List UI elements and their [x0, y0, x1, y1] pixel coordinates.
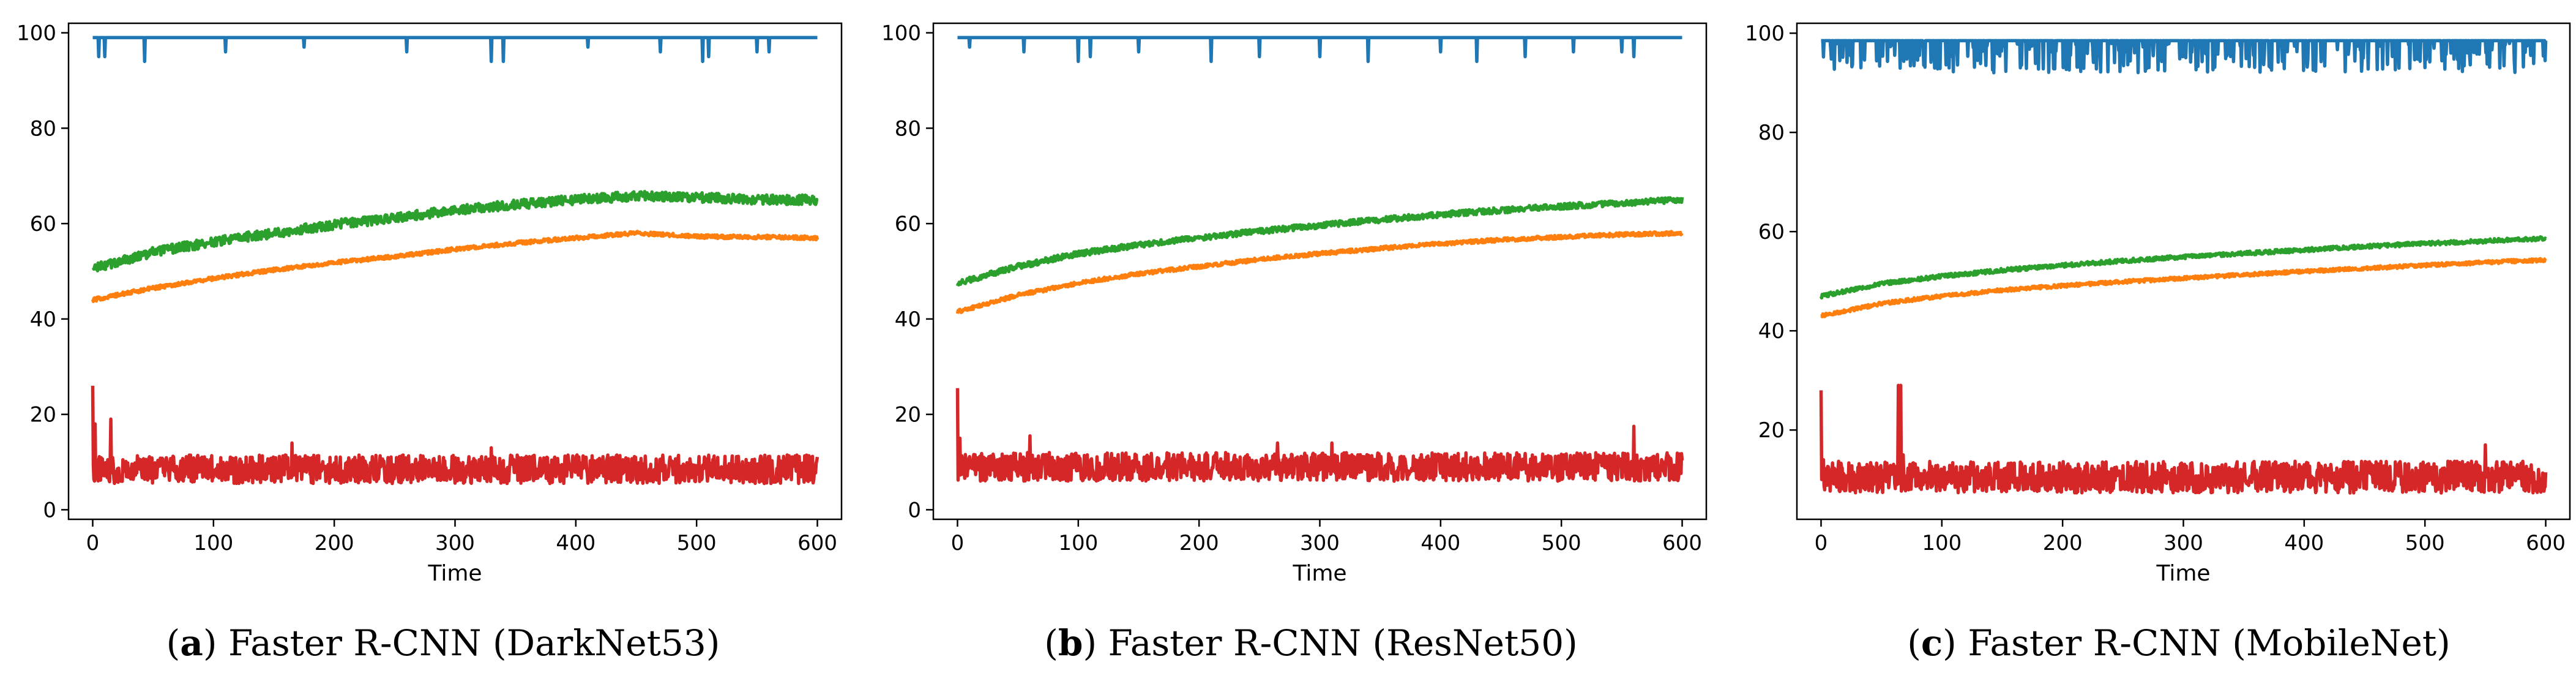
x-tick-label: 500 — [677, 531, 717, 555]
panel-caption: (c) Faster R-CNN (MobileNet) — [1907, 622, 2451, 664]
series-line-orange — [91, 230, 819, 303]
series-line-blue — [1820, 39, 2548, 75]
x-tick-label: 0 — [86, 531, 100, 555]
panel-caption: (b) Faster R-CNN (ResNet50) — [1044, 622, 1578, 664]
y-tick-label: 40 — [895, 307, 921, 332]
series-line-green — [955, 196, 1684, 287]
series-line-blue — [91, 36, 819, 64]
plot-frame — [67, 22, 843, 521]
x-tick-label: 500 — [2405, 531, 2445, 555]
x-tick-label: 100 — [193, 531, 233, 555]
panel-c: 0 100 200 300 400 500 600 20 40 60 80 100 Time (c) Fa… — [1745, 21, 2571, 664]
y-tick-label: 20 — [895, 403, 921, 427]
series-group — [91, 36, 819, 486]
x-tick-label: 600 — [1662, 531, 1702, 555]
caption-text: Faster R-CNN (ResNet50) — [1108, 622, 1578, 664]
panel-caption: (a) Faster R-CNN (DarkNet53) — [166, 622, 720, 664]
y-tick-label: 60 — [895, 212, 921, 236]
series-line-orange — [1820, 257, 2547, 318]
x-tick-label: 400 — [2284, 531, 2324, 555]
caption-label: a — [180, 622, 203, 664]
x-axis-label: Time — [1292, 561, 1346, 586]
plot-frame — [1796, 22, 2571, 521]
y-tick-label: 40 — [30, 307, 56, 332]
series-group — [1819, 39, 2548, 495]
caption-open-paren: ( — [166, 622, 181, 664]
x-tick-label: 300 — [2163, 531, 2203, 555]
y-tick-label: 0 — [908, 498, 921, 522]
panel-a: 0 100 200 300 400 500 600 0 20 40 60 80 100 Time (a) F… — [17, 21, 843, 664]
series-line-red — [955, 388, 1684, 483]
y-tick-label: 60 — [1758, 220, 1785, 244]
series-line-green — [1819, 235, 2547, 300]
y-tick-label: 60 — [30, 212, 56, 236]
caption-label: c — [1921, 622, 1943, 664]
caption-close-paren: ) — [1083, 622, 1108, 664]
x-tick-label: 300 — [435, 531, 475, 555]
series-group — [955, 36, 1684, 483]
y-tick-label: 20 — [1758, 418, 1785, 443]
series-line-red — [1819, 383, 2548, 495]
x-tick-label: 0 — [951, 531, 965, 555]
x-tick-label: 300 — [1300, 531, 1340, 555]
x-tick-label: 600 — [2526, 531, 2566, 555]
x-tick-label: 400 — [1421, 531, 1460, 555]
x-tick-label: 400 — [556, 531, 595, 555]
x-tick-label: 0 — [1815, 531, 1828, 555]
y-tick-label: 20 — [30, 403, 56, 427]
series-line-green — [91, 190, 819, 273]
plot-frame — [932, 22, 1708, 521]
x-tick-label: 200 — [1179, 531, 1219, 555]
x-tick-label: 500 — [1542, 531, 1581, 555]
caption-open-paren: ( — [1907, 622, 1921, 664]
caption-close-paren: ) — [1943, 622, 1968, 664]
caption-text: Faster R-CNN (DarkNet53) — [228, 622, 720, 664]
caption-close-paren: ) — [203, 622, 228, 664]
y-tick-label: 80 — [1758, 121, 1785, 145]
y-tick-label: 80 — [895, 116, 921, 141]
x-tick-label: 100 — [1922, 531, 1962, 555]
x-tick-label: 200 — [315, 531, 354, 555]
y-tick-label: 100 — [17, 21, 56, 46]
y-tick-label: 0 — [43, 498, 56, 522]
x-tick-label: 600 — [797, 531, 837, 555]
caption-open-paren: ( — [1044, 622, 1058, 664]
caption-label: b — [1058, 622, 1083, 664]
series-line-blue — [956, 36, 1684, 64]
y-tick-label: 100 — [881, 21, 921, 46]
caption-text: Faster R-CNN (MobileNet) — [1968, 622, 2451, 664]
x-tick-label: 100 — [1058, 531, 1098, 555]
series-line-orange — [955, 230, 1684, 314]
x-axis-label: Time — [2156, 561, 2210, 586]
y-tick-label: 40 — [1758, 319, 1785, 344]
y-tick-label: 80 — [30, 116, 56, 141]
panel-b: 0 100 200 300 400 500 600 0 20 40 60 80 100 Time (b) F… — [881, 21, 1708, 664]
x-axis-label: Time — [427, 561, 482, 586]
y-tick-label: 100 — [1745, 21, 1785, 46]
series-line-red — [91, 385, 819, 486]
x-tick-label: 200 — [2043, 531, 2083, 555]
